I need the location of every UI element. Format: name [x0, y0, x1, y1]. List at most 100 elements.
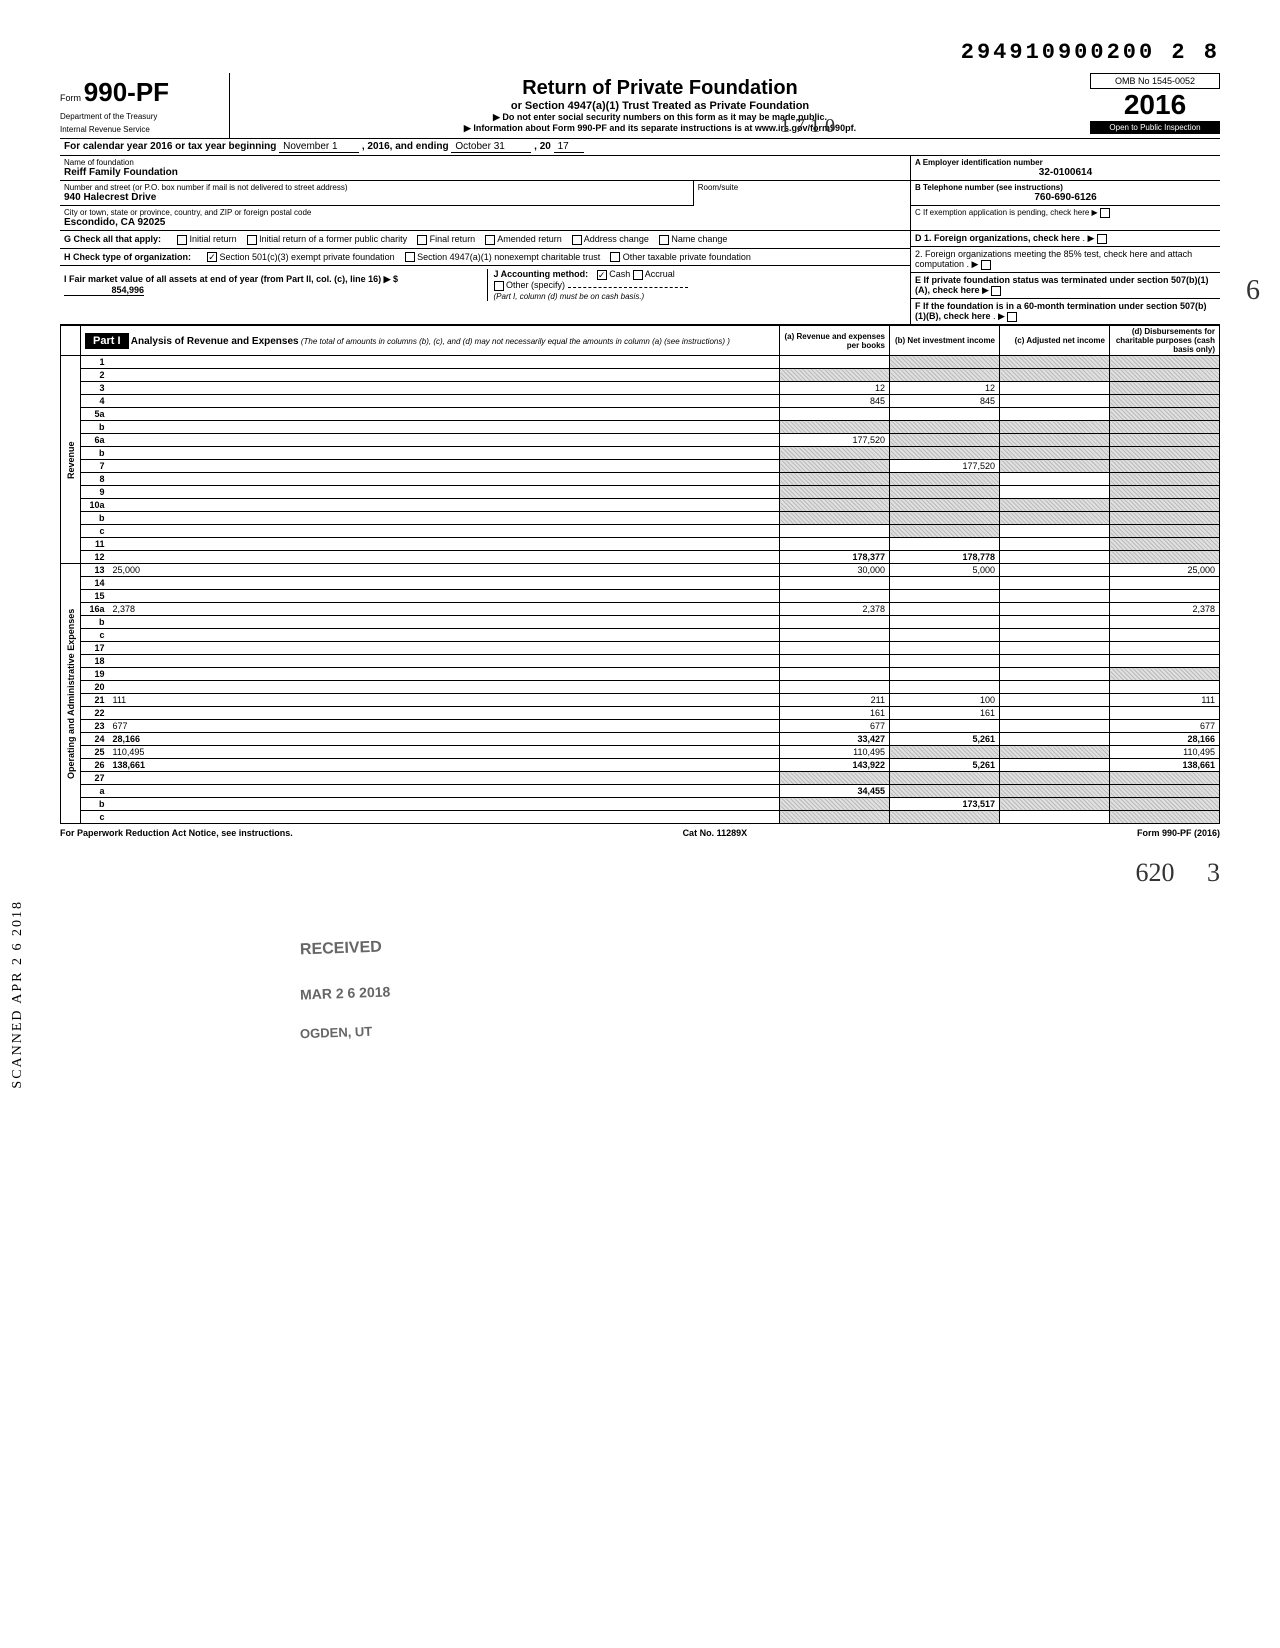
- h-other[interactable]: [610, 252, 620, 262]
- amount-cell: [1110, 421, 1220, 434]
- line-i-j: I Fair market value of all assets at end…: [60, 266, 910, 303]
- c-checkbox[interactable]: [1100, 208, 1110, 218]
- addr-label: Number and street (or P.O. box number if…: [64, 183, 689, 192]
- line-description: [109, 590, 780, 603]
- amount-cell: 111: [1110, 694, 1220, 707]
- table-row: 17: [61, 642, 1220, 655]
- g-initial[interactable]: [177, 235, 187, 245]
- line-number: 18: [81, 655, 109, 668]
- amount-cell: 161: [890, 707, 1000, 720]
- line-description: [109, 707, 780, 720]
- entity-info: Name of foundation Reiff Family Foundati…: [60, 156, 1220, 231]
- line-description: [109, 785, 780, 798]
- line-number: b: [81, 421, 109, 434]
- line-number: b: [81, 616, 109, 629]
- amount-cell: [890, 642, 1000, 655]
- amount-cell: [1000, 356, 1110, 369]
- e-checkbox[interactable]: [991, 286, 1001, 296]
- d1-checkbox[interactable]: [1097, 234, 1107, 244]
- fmv: 854,996: [64, 285, 144, 296]
- amount-cell: [1000, 707, 1110, 720]
- line-description: [109, 668, 780, 681]
- table-row: Operating and Administrative Expenses132…: [61, 564, 1220, 577]
- amount-cell: [780, 512, 890, 525]
- amount-cell: [1000, 434, 1110, 447]
- g-name[interactable]: [659, 235, 669, 245]
- g-amended[interactable]: [485, 235, 495, 245]
- amount-cell: [890, 772, 1000, 785]
- line-number: 23: [81, 720, 109, 733]
- line-description: [109, 525, 780, 538]
- amount-cell: [780, 681, 890, 694]
- amount-cell: [780, 798, 890, 811]
- line-description: [109, 473, 780, 486]
- j-accrual[interactable]: [633, 270, 643, 280]
- amount-cell: [1000, 668, 1110, 681]
- line-number: b: [81, 512, 109, 525]
- amount-cell: [1110, 551, 1220, 564]
- amount-cell: [1000, 538, 1110, 551]
- table-row: a34,455: [61, 785, 1220, 798]
- table-row: 5a: [61, 408, 1220, 421]
- table-row: c: [61, 525, 1220, 538]
- line-description: [109, 434, 780, 447]
- amount-cell: [780, 525, 890, 538]
- amount-cell: [780, 655, 890, 668]
- j-other[interactable]: [494, 281, 504, 291]
- form-header: Form 990-PF Department of the Treasury I…: [60, 73, 1220, 139]
- amount-cell: [780, 772, 890, 785]
- part1-title: Analysis of Revenue and Expenses: [131, 336, 299, 347]
- table-row: 31212: [61, 382, 1220, 395]
- amount-cell: 177,520: [890, 460, 1000, 473]
- amount-cell: 12: [780, 382, 890, 395]
- amount-cell: 178,778: [890, 551, 1000, 564]
- amount-cell: [890, 746, 1000, 759]
- line-number: 24: [81, 733, 109, 746]
- amount-cell: [890, 369, 1000, 382]
- amount-cell: [1110, 447, 1220, 460]
- amount-cell: [890, 720, 1000, 733]
- col-a-header: (a) Revenue and expenses per books: [780, 326, 890, 356]
- line-description: 111: [109, 694, 780, 707]
- f-checkbox[interactable]: [1007, 312, 1017, 322]
- form-number: 990-PF: [84, 77, 169, 107]
- table-row: 11: [61, 538, 1220, 551]
- amount-cell: [890, 499, 1000, 512]
- line-number: a: [81, 785, 109, 798]
- amount-cell: [1110, 460, 1220, 473]
- amount-cell: [1000, 720, 1110, 733]
- line-description: [109, 551, 780, 564]
- amount-cell: [780, 668, 890, 681]
- amount-cell: 677: [1110, 720, 1220, 733]
- line-description: [109, 616, 780, 629]
- g-address[interactable]: [572, 235, 582, 245]
- amount-cell: 173,517: [890, 798, 1000, 811]
- amount-cell: [1110, 668, 1220, 681]
- amount-cell: [1110, 382, 1220, 395]
- amount-cell: [890, 668, 1000, 681]
- h-501c3[interactable]: ✓: [207, 252, 217, 262]
- line-number: 22: [81, 707, 109, 720]
- h-4947[interactable]: [405, 252, 415, 262]
- amount-cell: [890, 616, 1000, 629]
- amount-cell: [1110, 434, 1220, 447]
- table-row: 20: [61, 681, 1220, 694]
- g-initial-former[interactable]: [247, 235, 257, 245]
- amount-cell: 25,000: [1110, 564, 1220, 577]
- amount-cell: 28,166: [1110, 733, 1220, 746]
- amount-cell: [1000, 473, 1110, 486]
- j-cash[interactable]: ✓: [597, 270, 607, 280]
- hand-bottom: 620 3: [60, 858, 1220, 888]
- amount-cell: [780, 473, 890, 486]
- line-description: [109, 421, 780, 434]
- line-description: [109, 447, 780, 460]
- amount-cell: 143,922: [780, 759, 890, 772]
- line-number: 9: [81, 486, 109, 499]
- line-description: [109, 681, 780, 694]
- d2-checkbox[interactable]: [981, 260, 991, 270]
- amount-cell: [780, 538, 890, 551]
- line-number: 2: [81, 369, 109, 382]
- title-box: Return of Private Foundation or Section …: [230, 73, 1090, 138]
- line-description: [109, 395, 780, 408]
- g-final[interactable]: [417, 235, 427, 245]
